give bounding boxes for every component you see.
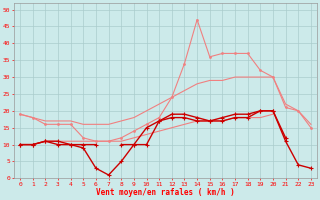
X-axis label: Vent moyen/en rafales ( km/h ): Vent moyen/en rafales ( km/h ) xyxy=(96,188,235,197)
